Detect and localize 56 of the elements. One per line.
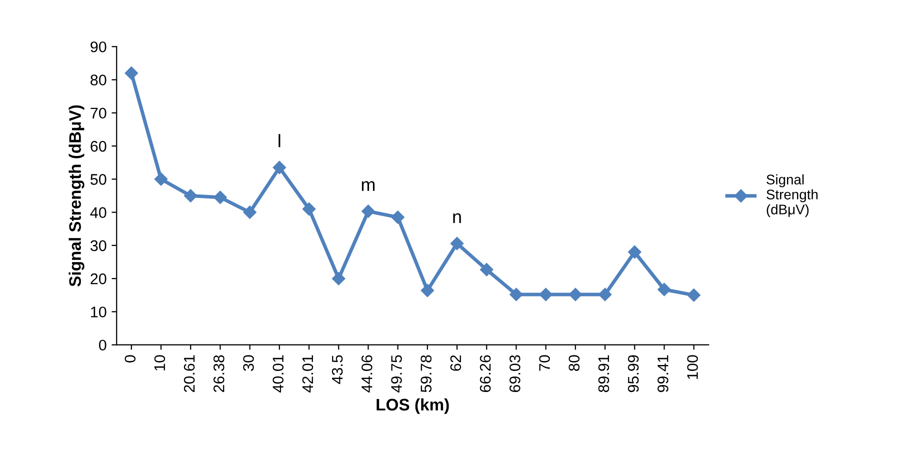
- point: [420, 284, 434, 298]
- y-tick-label: 30: [90, 240, 106, 252]
- y-tick-label: 60: [90, 140, 106, 152]
- x-tick-label: 10: [154, 355, 166, 370]
- y-tick-label: 80: [90, 74, 106, 86]
- point: [658, 282, 671, 296]
- point: [568, 288, 582, 302]
- point: [184, 189, 198, 202]
- x-tick-label: 44.06: [362, 355, 372, 392]
- point: [450, 236, 464, 250]
- x-tick-label: 80: [568, 355, 580, 371]
- y-tick-label: 0: [98, 340, 106, 351]
- x-tick-label: 66.26: [480, 355, 491, 392]
- point: [154, 172, 168, 186]
- y-tick-label: 10: [91, 306, 106, 318]
- y-tick-label: 90: [90, 41, 106, 52]
- x-tick-label: 99.41: [658, 355, 668, 392]
- annotation: n: [453, 213, 461, 224]
- x-tick-label: 30: [243, 355, 254, 371]
- point: [628, 245, 642, 259]
- x-tick-label: 49.75: [391, 355, 402, 392]
- x-axis-title: LOS (km): [376, 398, 449, 414]
- x-tick-label: 42.01: [302, 355, 314, 392]
- point: [539, 288, 552, 302]
- point: [272, 160, 286, 174]
- x-tick-label: 0: [124, 355, 136, 362]
- x-tick-label: 62: [450, 355, 462, 371]
- y-axis-title: Signal Strength (dBμV): [68, 105, 84, 286]
- x-tick-label: 40.01: [272, 355, 284, 392]
- point: [124, 66, 138, 80]
- x-tick-label: 69.03: [510, 355, 520, 392]
- x-tick-label: 100: [687, 355, 698, 379]
- y-tick-label: 40: [90, 207, 106, 218]
- annotation: m: [362, 181, 375, 191]
- legend-label: Signal Strength (dBμV): [766, 174, 818, 218]
- x-tick-label: 43.5: [332, 355, 343, 384]
- y-tick-label: 20: [90, 273, 106, 284]
- x-tick-label: 70: [539, 355, 550, 371]
- point: [302, 202, 316, 216]
- point: [243, 206, 256, 219]
- point: [391, 210, 404, 224]
- x-tick-label: 89.91: [598, 355, 610, 392]
- point: [510, 288, 523, 302]
- x-tick-label: 26.38: [213, 355, 224, 392]
- x-tick-label: 20.61: [184, 355, 195, 392]
- point: [362, 204, 375, 218]
- point: [480, 263, 494, 276]
- point: [687, 288, 700, 302]
- x-tick-label: 59.78: [420, 355, 432, 392]
- annotation: l: [278, 134, 280, 148]
- point: [598, 288, 612, 302]
- y-tick-label: 50: [90, 174, 106, 185]
- x-tick-label: 95.99: [628, 355, 639, 392]
- point: [332, 272, 346, 286]
- y-tick-label: 70: [90, 108, 106, 119]
- point: [214, 190, 227, 204]
